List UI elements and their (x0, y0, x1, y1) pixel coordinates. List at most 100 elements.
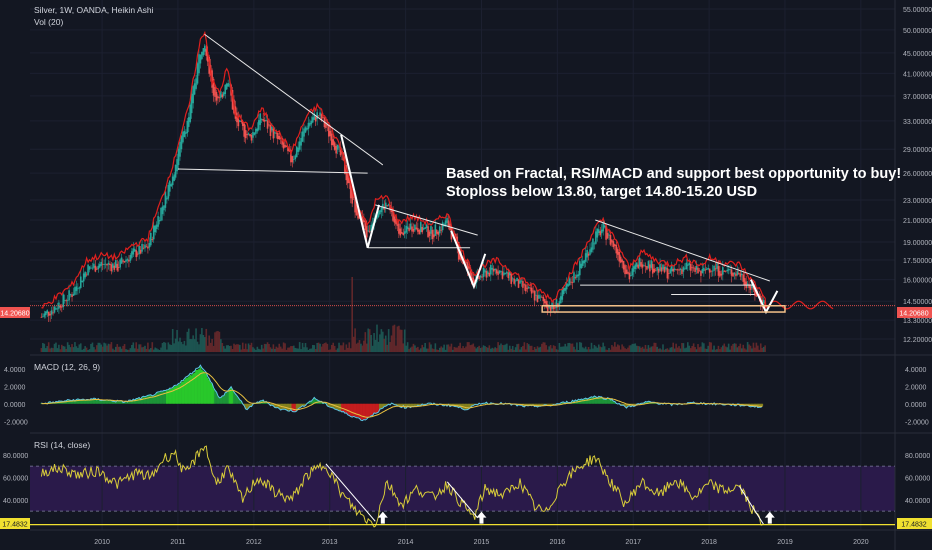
macd-histogram-bar (236, 395, 238, 404)
macd-histogram-bar (314, 399, 317, 404)
candle-body (660, 267, 663, 272)
volume-bar (676, 347, 679, 352)
macd-histogram-bar (78, 399, 81, 404)
candle-body (437, 231, 440, 235)
volume-bar (580, 342, 583, 352)
volume-bar (567, 343, 569, 352)
macd-histogram-bar (132, 399, 135, 404)
candle-body (710, 270, 712, 272)
macd-histogram-bar (360, 403, 362, 420)
volume-bar (516, 344, 518, 352)
volume-bar (88, 349, 91, 352)
candle-body (128, 259, 130, 262)
candle-body (77, 288, 79, 290)
macd-histogram-bar (117, 401, 120, 404)
candle-body (183, 131, 186, 137)
volume-bar (276, 347, 279, 352)
candle-body (101, 263, 104, 265)
macd-histogram-bar (468, 403, 470, 409)
candle-body (120, 257, 123, 264)
volume-bar (328, 349, 330, 352)
candle-body (125, 259, 127, 262)
candle-body (376, 215, 378, 219)
macd-histogram-bar (168, 388, 171, 404)
volume-bar (624, 348, 626, 352)
volume-bar (225, 345, 228, 352)
macd-histogram-bar (752, 403, 755, 407)
candle-body (330, 133, 333, 146)
macd-histogram-bar (152, 395, 155, 404)
time-axis-ticks: 2010 2011 2012 2013 2014 2015 2016 2017 2018 2019… (94, 539, 868, 546)
volume-bar (557, 349, 559, 352)
time-tick-label: 2020 (853, 539, 869, 546)
candle-body (637, 264, 639, 269)
volume-bar (500, 343, 502, 352)
volume-bar (347, 347, 349, 352)
macd-histogram-bar (409, 403, 412, 408)
volume-bar (119, 346, 121, 352)
candle-body (600, 229, 603, 234)
macd-histogram-bar (402, 403, 405, 406)
candle-body (170, 184, 173, 187)
volume-bar (625, 349, 628, 352)
candle-body (129, 254, 132, 261)
macd-indicator-label: MACD (12, 26, 9) (34, 362, 100, 372)
candle-body (583, 260, 585, 264)
candle-body (164, 191, 167, 208)
macd-histogram-bar (470, 403, 473, 406)
candle-body (478, 276, 480, 280)
macd-histogram-bar (246, 403, 249, 410)
candle-body (85, 274, 88, 276)
candle-body (262, 119, 264, 121)
volume-bar (514, 347, 517, 352)
macd-histogram-bar (206, 377, 209, 404)
volume-bar (260, 344, 263, 352)
volume-bar (113, 349, 116, 352)
candle-body (406, 226, 409, 230)
macd-histogram-bar (149, 395, 152, 404)
macd-histogram-bar (84, 400, 87, 404)
volume-bar (393, 324, 396, 352)
candle-body (142, 247, 145, 249)
volume-bar (729, 349, 731, 352)
candle-body (59, 305, 62, 308)
volume-bar (139, 344, 142, 352)
macd-histogram-bar (247, 403, 250, 408)
candle-body (347, 172, 349, 184)
macd-histogram-bar (272, 403, 275, 406)
volume-bar (443, 344, 445, 352)
volume-bar (348, 342, 351, 352)
volume-bar (436, 349, 438, 352)
macd-histogram-bar (129, 400, 132, 404)
candle-body (177, 148, 180, 166)
macd-histogram-bar (593, 396, 596, 404)
candle-body (504, 273, 507, 274)
volume-bar (209, 342, 212, 352)
macd-histogram-bar (535, 403, 537, 407)
volume-bar (227, 345, 229, 352)
candle-body (326, 125, 329, 126)
macd-histogram-bar (298, 403, 301, 408)
candle-body (260, 119, 263, 120)
macd-histogram-bar (368, 403, 371, 417)
support-zone-box[interactable] (541, 305, 786, 313)
candle-body (719, 270, 721, 277)
macd-histogram-bar (327, 403, 330, 407)
candle-body (107, 262, 110, 265)
candle-body (336, 144, 339, 150)
macd-histogram-bar (377, 403, 380, 412)
volume-bar (192, 335, 194, 352)
symbol-title: Silver, 1W, OANDA, Heikin Ashi (34, 5, 154, 15)
volume-bar (285, 349, 288, 352)
macd-histogram-bar (199, 367, 202, 404)
macd-histogram-bar (565, 401, 568, 404)
volume-bar (526, 343, 529, 352)
volume-bar (682, 343, 685, 352)
candle-body (491, 267, 494, 270)
volume-bar (78, 344, 81, 352)
volume-bar (230, 345, 232, 352)
macd-histogram-bar (412, 403, 415, 407)
volume-bar (469, 345, 472, 352)
volume-bar (698, 347, 701, 352)
